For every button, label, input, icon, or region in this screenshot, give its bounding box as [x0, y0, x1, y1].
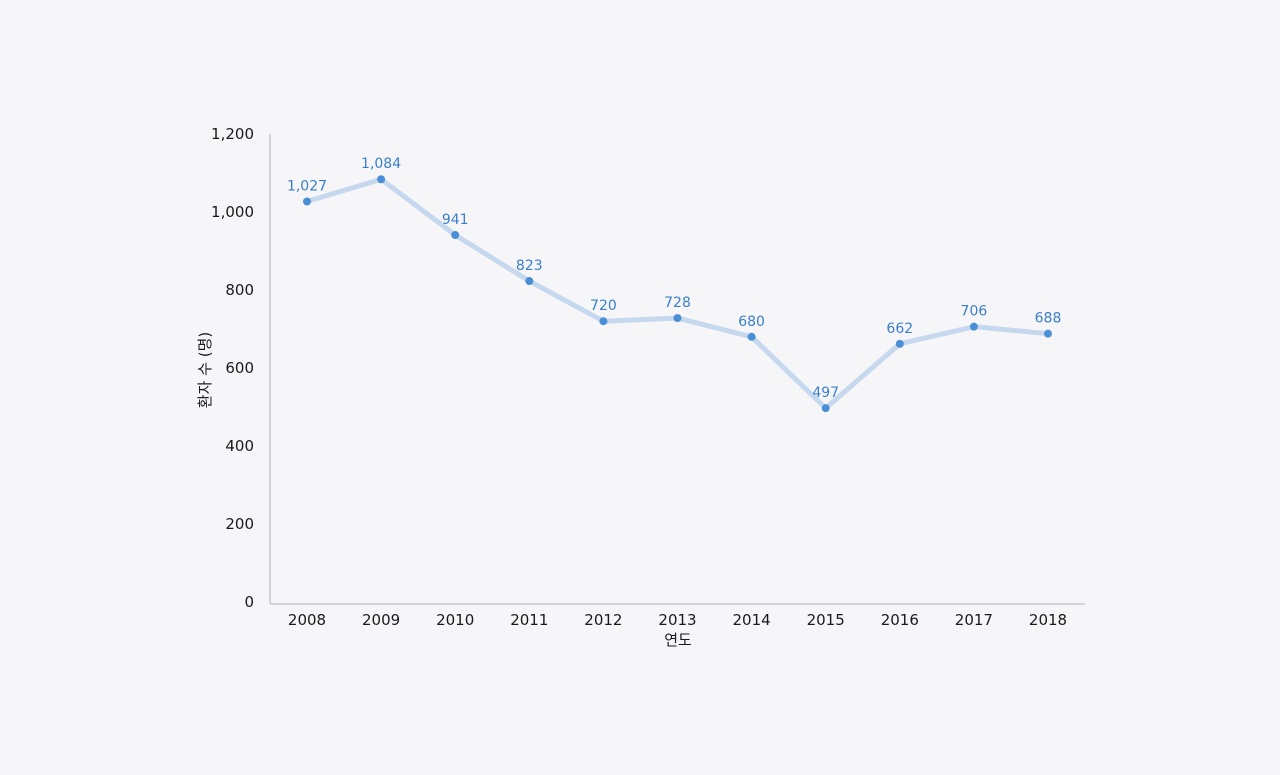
y-tick-label: 200 [225, 515, 254, 533]
x-tick-label: 2015 [807, 611, 845, 629]
data-label: 823 [516, 258, 543, 274]
series-line [304, 176, 1051, 411]
data-label: 941 [442, 212, 469, 228]
data-label: 662 [886, 321, 913, 337]
data-label: 680 [738, 314, 765, 330]
data-point [895, 339, 904, 348]
x-tick-label: 2008 [288, 611, 326, 629]
data-label: 688 [1035, 311, 1062, 327]
data-label: 1,084 [361, 156, 401, 172]
y-axis-title: 환자 수 (명) [196, 332, 214, 408]
x-tick-label: 2017 [955, 611, 993, 629]
data-point [599, 317, 608, 326]
y-tick-label: 0 [244, 593, 254, 611]
y-axis: 0 200 400 600 800 1,000 1,200 [211, 125, 271, 611]
data-label: 497 [812, 385, 839, 401]
data-point [1044, 329, 1052, 338]
x-tick-label: 2011 [510, 611, 548, 629]
y-tick-label: 400 [225, 437, 254, 455]
data-label: 706 [961, 304, 988, 320]
data-point [747, 332, 756, 341]
data-point [451, 231, 460, 240]
data-label: 728 [664, 295, 691, 311]
x-tick-label: 2009 [362, 611, 400, 629]
data-point [303, 197, 311, 206]
x-tick-label: 2018 [1029, 611, 1067, 629]
y-tick-label: 1,200 [211, 125, 254, 143]
data-label-layer: 1,027 1,084 941 823 720 728 680 497 662 706 688 [287, 156, 1061, 401]
x-axis-title: 연도 [664, 631, 692, 649]
data-point [969, 322, 978, 331]
y-tick-label: 800 [225, 281, 254, 299]
data-label: 1,027 [287, 178, 327, 194]
data-point [377, 175, 386, 184]
data-label: 720 [590, 298, 617, 314]
series-layer [303, 175, 1052, 413]
x-tick-label: 2010 [436, 611, 474, 629]
x-tick-label: 2012 [584, 611, 622, 629]
x-tick-label: 2016 [881, 611, 919, 629]
data-point [821, 404, 830, 413]
data-point [673, 314, 682, 323]
x-tick-label: 2013 [658, 611, 696, 629]
y-tick-label: 600 [225, 359, 254, 377]
x-axis: 2008 2009 2010 2011 2012 2013 2014 2015 2016 2017… [270, 603, 1085, 629]
data-point [525, 277, 534, 286]
x-tick-label: 2014 [733, 611, 771, 629]
y-tick-label: 1,000 [211, 203, 254, 221]
